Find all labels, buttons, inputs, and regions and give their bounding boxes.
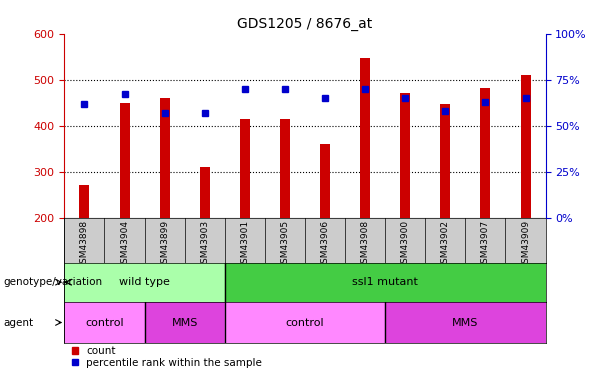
- Text: GSM43899: GSM43899: [160, 220, 169, 269]
- Text: wild type: wild type: [119, 277, 170, 287]
- Text: control: control: [286, 318, 324, 327]
- Bar: [385, 302, 546, 343]
- Text: GSM43902: GSM43902: [441, 220, 450, 269]
- Bar: [320, 144, 330, 218]
- Bar: [225, 262, 546, 302]
- Text: GSM43906: GSM43906: [321, 220, 330, 269]
- Bar: [520, 75, 530, 217]
- Bar: [360, 58, 370, 217]
- Bar: [64, 302, 145, 343]
- Bar: [120, 103, 129, 218]
- Text: GSM43900: GSM43900: [401, 220, 409, 269]
- Title: GDS1205 / 8676_at: GDS1205 / 8676_at: [237, 17, 373, 32]
- Text: GSM43901: GSM43901: [240, 220, 249, 269]
- Legend: count, percentile rank within the sample: count, percentile rank within the sample: [69, 344, 264, 370]
- Text: GSM43907: GSM43907: [481, 220, 490, 269]
- Bar: [159, 98, 170, 218]
- Text: GSM43908: GSM43908: [360, 220, 370, 269]
- Bar: [240, 119, 250, 218]
- Bar: [200, 167, 210, 218]
- Bar: [64, 262, 225, 302]
- Bar: [280, 119, 290, 218]
- Text: agent: agent: [3, 318, 33, 327]
- Bar: [80, 185, 89, 218]
- Text: control: control: [85, 318, 124, 327]
- Text: GSM43904: GSM43904: [120, 220, 129, 269]
- Text: GSM43898: GSM43898: [80, 220, 89, 269]
- Bar: [440, 104, 451, 218]
- Text: MMS: MMS: [452, 318, 479, 327]
- Text: GSM43905: GSM43905: [280, 220, 289, 269]
- Text: ssl1 mutant: ssl1 mutant: [352, 277, 418, 287]
- Bar: [145, 302, 225, 343]
- Bar: [400, 93, 410, 218]
- Bar: [481, 88, 490, 218]
- Text: genotype/variation: genotype/variation: [3, 277, 102, 287]
- Text: GSM43903: GSM43903: [200, 220, 209, 269]
- Text: MMS: MMS: [172, 318, 198, 327]
- Bar: [225, 302, 385, 343]
- Text: GSM43909: GSM43909: [521, 220, 530, 269]
